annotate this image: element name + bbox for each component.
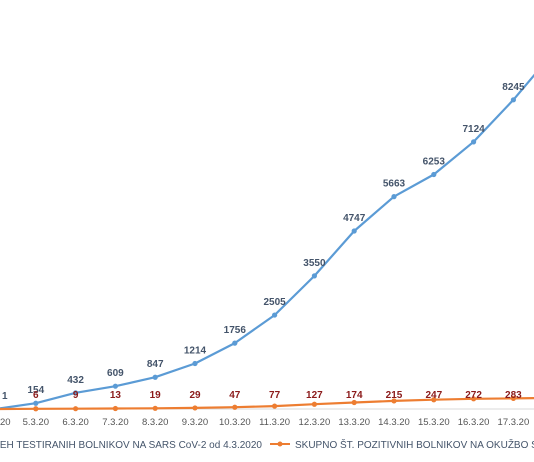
data-label-tested: 154 [27, 385, 44, 396]
point-positive [232, 404, 238, 410]
data-label-tested: 847 [147, 359, 164, 370]
x-tick-label: 10.3.20 [219, 417, 251, 428]
point-tested [510, 97, 516, 103]
point-positive [272, 403, 278, 409]
legend-label-positive: SKUPNO ŠT. POZITIVNIH BOLNIKOV NA OKUŽBO… [295, 438, 534, 451]
point-positive [351, 399, 357, 406]
point-positive [431, 397, 437, 403]
data-label-tested: 4747 [343, 213, 366, 224]
data-label-tested: 1 [2, 391, 8, 402]
point-positive [112, 405, 118, 412]
legend-label-tested: VSEH TESTIRANIH BOLNIKOV NA SARS CoV-2 o… [0, 440, 262, 451]
point-tested [73, 390, 79, 396]
data-label-tested: 5663 [383, 179, 406, 190]
data-label-positive: 174 [346, 390, 363, 401]
x-tick-label: 7.3.20 [102, 417, 128, 428]
series-line-tested [0, 73, 534, 410]
data-label-positive: 29 [189, 390, 201, 401]
x-tick-label: 6.3.20 [62, 417, 88, 428]
data-label-positive: 283 [505, 390, 522, 401]
x-tick-label: 15.3.20 [418, 417, 450, 428]
data-label-positive: 127 [306, 390, 323, 401]
point-tested [311, 273, 317, 279]
point-tested [431, 171, 437, 178]
x-tick-label: 20 [0, 417, 11, 428]
legend-marker-dot-positive [277, 441, 283, 447]
data-label-positive: 13 [110, 390, 122, 401]
data-label-tested: 609 [107, 368, 124, 379]
data-label-positive: 272 [465, 390, 482, 401]
data-label-tested: 2505 [263, 297, 286, 308]
x-tick-labels: 20 5.3.20 6.3.20 7.3.20 8.3.20 9.3.20 10.3.20 1… [0, 417, 529, 428]
point-positive [73, 406, 79, 412]
data-label-tested: 8245 [502, 82, 525, 93]
data-label-positive: 215 [386, 390, 403, 401]
x-tick-label: 11.3.20 [259, 417, 290, 428]
data-label-tested: 1756 [224, 325, 247, 336]
point-tested [152, 374, 158, 380]
x-tick-label: 13.3.20 [338, 417, 370, 428]
x-tick-label: 9.3.20 [182, 417, 208, 428]
point-positive [510, 395, 516, 401]
series-line-positive [0, 396, 534, 411]
point-tested [192, 360, 198, 367]
data-label-positive: 247 [425, 390, 442, 401]
x-tick-label: 17.3.20 [498, 417, 530, 428]
series-lines [0, 73, 534, 412]
data-label-positive: 47 [229, 390, 241, 401]
data-label-tested: 6253 [423, 157, 446, 168]
data-label-tested: 432 [67, 375, 84, 386]
x-tick-label: 16.3.20 [458, 417, 490, 428]
point-tested [471, 139, 477, 145]
data-labels: 1 154 432 609 847 1214 1756 2505 3550 4747 5663 625… [2, 82, 525, 402]
point-positive [471, 396, 477, 402]
point-tested [272, 312, 278, 318]
data-label-tested: 1214 [184, 345, 207, 356]
data-label-positive: 6 [33, 390, 39, 401]
point-tested [112, 383, 118, 389]
point-positive [391, 398, 397, 404]
x-tick-label: 12.3.20 [299, 417, 331, 428]
x-tick-label: 8.3.20 [142, 417, 168, 428]
data-label-tested: 7124 [462, 124, 485, 135]
point-positive [311, 401, 317, 407]
point-positive [152, 405, 158, 411]
x-tick-label: 14.3.20 [378, 417, 410, 428]
data-label-positive: 19 [150, 390, 162, 401]
point-tested [351, 228, 357, 234]
point-positive [33, 406, 39, 412]
data-label-tested: 3550 [303, 258, 326, 269]
point-tested [232, 340, 238, 346]
data-label-positive: 9 [73, 390, 79, 401]
point-tested [33, 400, 39, 406]
legend: VSEH TESTIRANIH BOLNIKOV NA SARS CoV-2 o… [0, 438, 534, 451]
point-tested [391, 194, 397, 200]
x-tick-label: 5.3.20 [23, 417, 49, 428]
point-positive [192, 405, 198, 411]
data-label-positive: 77 [269, 390, 281, 401]
